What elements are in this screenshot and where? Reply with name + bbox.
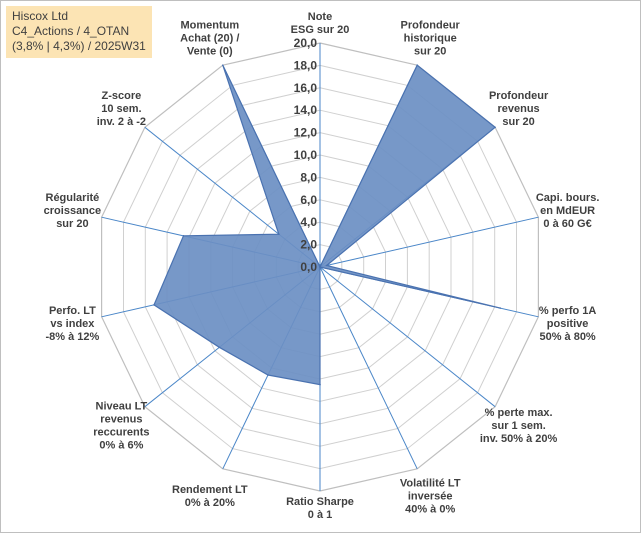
axis-label-line: positive [547,318,589,330]
tick-label: 16,0 [294,81,318,95]
tick-label: 12,0 [294,126,318,140]
title-line-1: Hiscox Ltd [12,9,69,23]
tick-label: 0,0 [300,260,317,274]
axis-label-line: 0% à 20% [185,497,235,509]
axis-label-line: Momentum [180,20,239,32]
axis-label: Ratio Sharpe 0 à 1 [286,496,354,521]
series-area [153,64,501,386]
axis-label-line: 0 à 1 [308,509,332,521]
axis-label-line: sur 20 [502,116,534,128]
axis-label: Perfo. LT vs index -8% à 12% [45,305,99,343]
axis-label-line: inversée [408,490,453,502]
radar-series [153,64,502,386]
axis-label-line: vs index [50,318,95,330]
axis-label-line: 0 à 60 G€ [543,218,591,230]
tick-label: 6,0 [300,193,317,207]
axis-label-line: croissance [44,205,101,217]
axis-label-line: Profondeur [401,20,461,32]
axis-label-line: historique [404,33,457,45]
axis-label-line: Perfo. LT [49,305,96,317]
axis-label-line: 40% à 0% [405,503,455,515]
axis-label: Profondeur historique sur 20 [401,20,461,58]
axis-label-line: % perfo 1A [539,305,597,317]
title-line-3: (3,8% | 4,3%) / 2025W31 [12,39,146,53]
axis-label-line: en MdEUR [540,205,595,217]
axis-spoke [319,216,539,268]
axis-label: Capi. bours. en MdEUR 0 à 60 G€ [536,192,600,230]
axis-label-line: reccurents [93,426,149,438]
axis-label: Z-score 10 sem. inv. 2 à -2 [97,90,146,128]
axis-label-line: Vente (0) [187,46,233,58]
series-point [222,64,224,66]
tick-label: 8,0 [300,170,317,184]
axis-label-line: Rendement LT [172,484,248,496]
axis-label: Profondeur revenus sur 20 [489,90,549,128]
tick-label: 18,0 [294,58,318,72]
axis-label-line: revenus [100,413,142,425]
series-point [319,266,321,268]
axis-label-line: Profondeur [489,90,549,102]
axis-label-line: Niveau LT [96,400,148,412]
radar-tick-labels: 0,0 2,0 4,0 6,0 8,0 10,0 12,0 14,0 16,0 18,0 20,0 [294,36,318,274]
axis-label-line: inv. 2 à -2 [97,116,146,128]
series-point [267,374,269,376]
axis-label-line: revenus [497,103,539,115]
title-line-2: C4_Actions / 4_OTAN [12,24,130,38]
axis-label-line: ESG sur 20 [291,24,350,36]
series-point [153,304,155,306]
axis-label: Niveau LT revenus reccurents 0% à 6% [93,400,149,451]
axis-label-line: % perte max. [485,407,553,419]
axis-label-line: Régularité [46,192,100,204]
axis-label-line: -8% à 12% [45,331,99,343]
series-point [416,64,419,66]
axis-label: % perfo 1A positive 50% à 80% [539,305,597,343]
axis-label: Rendement LT 0% à 20% [172,484,248,509]
axis-spoke [319,266,418,470]
tick-label: 2,0 [300,238,317,252]
axis-label-line: sur 20 [414,46,446,58]
series-point [218,346,221,349]
axis-label-line: 10 sem. [101,103,141,115]
axis-label-line: inv. 50% à 20% [480,433,558,445]
radar-axis-labels: Note ESG sur 20 Profondeur historique sur 20… [44,11,600,521]
series-point [494,126,496,129]
axis-label-line: sur 20 [56,218,88,230]
axis-label-line: Capi. bours. [536,192,600,204]
axis-label-line: Z-score [102,90,142,102]
axis-label-line: Note [308,11,332,23]
axis-label-line: Ratio Sharpe [286,496,354,508]
series-point [325,264,328,267]
tick-label: 10,0 [294,148,318,162]
series-point [182,235,185,237]
tick-label: 20,0 [294,36,318,50]
chart-title-box: Hiscox Ltd C4_Actions / 4_OTAN (3,8% | 4… [6,6,152,58]
axis-label-line: Volatilité LT [400,477,461,489]
axis-label: Volatilité LT inversée 40% à 0% [400,477,461,515]
axis-label-line: 50% à 80% [539,331,595,343]
axis-label: Régularité croissance sur 20 [44,192,101,230]
tick-label: 14,0 [294,103,318,117]
axis-label: Note ESG sur 20 [291,11,350,36]
tick-label: 4,0 [300,215,317,229]
axis-label-line: Achat (20) / [180,33,239,45]
series-point [319,383,321,386]
axis-label-line: 0% à 6% [99,439,143,451]
series-point [278,233,280,235]
axis-label-line: sur 1 sem. [491,420,545,432]
series-point [499,307,502,309]
axis-spoke [319,266,496,408]
axis-label: Momentum Achat (20) / Vente (0) [180,20,239,58]
axis-label: % perte max. sur 1 sem. inv. 50% à 20% [480,407,558,445]
